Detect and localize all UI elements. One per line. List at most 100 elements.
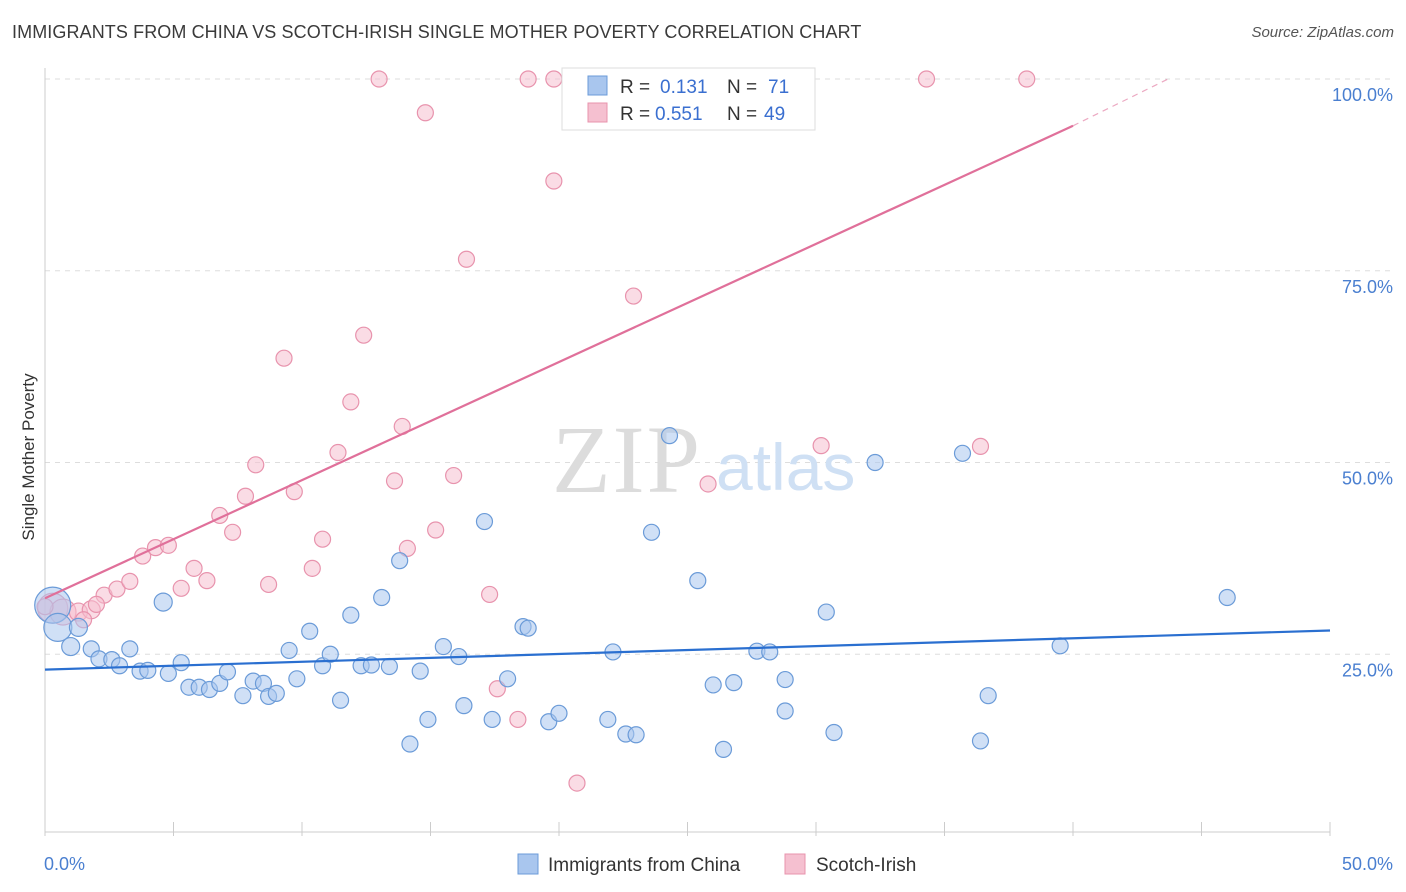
data-point <box>172 654 190 672</box>
legend-bottom-swatch-china <box>517 853 539 875</box>
data-point <box>391 552 409 570</box>
legend-swatch-scotch <box>587 102 608 123</box>
data-point <box>519 619 537 637</box>
trend-line-china <box>44 629 1331 671</box>
x-tick-label: 50.0% <box>1342 854 1393 874</box>
data-point <box>121 572 139 590</box>
data-point <box>714 740 733 758</box>
data-point <box>545 70 563 88</box>
data-point <box>445 466 463 485</box>
data-point <box>568 774 586 792</box>
data-point <box>198 572 216 590</box>
data-point <box>509 710 527 729</box>
trend-line-scotch <box>44 124 1074 600</box>
data-point <box>817 603 835 621</box>
data-point <box>267 684 285 702</box>
data-point <box>218 663 237 681</box>
data-point <box>380 657 398 676</box>
legend-n-label-scotch: N = <box>727 104 757 125</box>
x-tick-label: 0.0% <box>44 854 85 874</box>
watermark-zip: ZIP <box>552 406 702 513</box>
data-point <box>121 640 139 658</box>
data-point <box>385 472 404 490</box>
y-tick-label: 25.0% <box>1342 660 1393 680</box>
data-point <box>917 70 936 88</box>
chart-title: IMMIGRANTS FROM CHINA VS SCOTCH-IRISH SI… <box>12 22 862 42</box>
grid-lines <box>45 78 1392 655</box>
data-point <box>689 572 707 590</box>
legend-n-value-china: 71 <box>768 77 789 98</box>
data-point <box>321 645 339 663</box>
data-point <box>43 612 73 643</box>
data-point <box>704 676 722 694</box>
data-point <box>488 680 506 698</box>
data-point <box>427 521 445 539</box>
data-point <box>416 104 434 122</box>
data-point <box>660 427 679 445</box>
axes <box>44 68 1331 836</box>
legend-r-label-scotch: R = <box>620 104 650 125</box>
data-point <box>971 437 990 455</box>
data-point <box>825 723 843 742</box>
data-point <box>971 732 990 750</box>
data-point <box>457 250 476 268</box>
data-point <box>247 456 265 474</box>
watermark-atlas: atlas <box>716 430 855 504</box>
data-point <box>398 539 416 558</box>
data-point <box>699 475 717 493</box>
y-tick-label: 75.0% <box>1342 277 1393 297</box>
data-point <box>329 443 347 462</box>
data-point <box>303 559 321 577</box>
data-point <box>236 487 255 505</box>
data-point <box>61 636 81 657</box>
data-point <box>313 530 332 548</box>
data-point <box>545 172 563 190</box>
data-point <box>1218 588 1236 607</box>
data-point <box>499 670 517 688</box>
data-point <box>153 592 173 612</box>
data-point <box>1051 637 1069 655</box>
data-point <box>411 662 429 680</box>
data-point <box>68 617 89 638</box>
data-point <box>259 575 278 594</box>
data-point <box>483 710 501 729</box>
watermark: ZIP atlas <box>552 406 855 513</box>
data-point <box>288 670 306 688</box>
data-point <box>401 735 419 753</box>
data-point <box>331 691 350 709</box>
data-point <box>159 664 177 683</box>
y-tick-label: 50.0% <box>1342 469 1393 489</box>
data-point <box>301 622 319 640</box>
data-point <box>342 393 360 411</box>
data-point <box>519 70 537 88</box>
data-point <box>953 444 972 462</box>
data-point <box>108 580 126 598</box>
data-point <box>1018 70 1036 88</box>
data-point <box>355 326 373 344</box>
data-point <box>475 512 494 531</box>
data-point <box>275 349 293 367</box>
data-point <box>624 287 643 305</box>
legend-bottom-label-scotch: Scotch-Irish <box>816 855 916 876</box>
legend-n-label-china: N = <box>727 77 757 98</box>
data-point <box>776 670 794 689</box>
tick-labels: 25.0% 50.0% 75.0% 100.0% 0.0% 50.0% <box>44 85 1393 874</box>
data-point <box>599 710 617 729</box>
data-point <box>234 687 252 705</box>
legend-r-value-scotch: 0.551 <box>655 104 703 125</box>
data-point <box>979 687 997 705</box>
data-point <box>87 595 106 613</box>
legend-swatch-china <box>587 75 608 96</box>
data-point <box>627 726 645 744</box>
data-point <box>185 559 203 577</box>
legend-r-value-china: 0.131 <box>660 77 708 98</box>
data-point <box>224 523 242 541</box>
data-point <box>419 710 437 729</box>
legend-bottom: Immigrants from China Scotch-Irish <box>517 853 916 876</box>
data-point <box>642 523 661 541</box>
data-point <box>373 588 391 607</box>
data-point <box>370 70 388 88</box>
legend-r-label-china: R = <box>620 77 650 98</box>
data-point <box>481 585 499 604</box>
